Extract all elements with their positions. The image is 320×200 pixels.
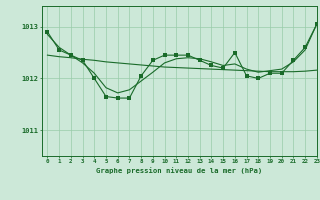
X-axis label: Graphe pression niveau de la mer (hPa): Graphe pression niveau de la mer (hPa) <box>96 167 262 174</box>
